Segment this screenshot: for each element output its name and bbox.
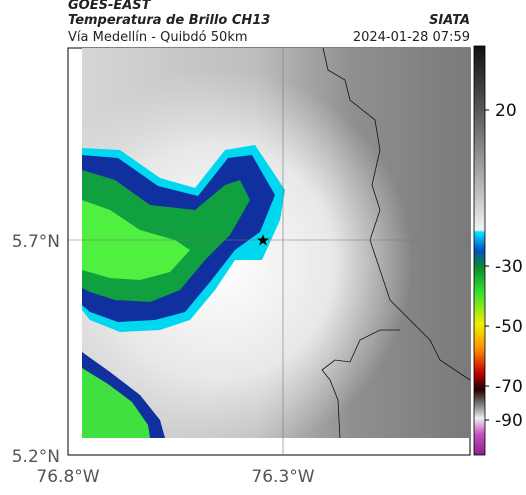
- satellite: GOES-EAST: [68, 0, 152, 13]
- lon-label: 76.3°W: [251, 467, 314, 487]
- colorbar-tick-label: 20: [495, 101, 517, 121]
- region: Vía Medellín - Quibdó 50km: [68, 30, 248, 45]
- colorbar-tick-label: -50: [495, 317, 523, 337]
- product: Temperatura de Brillo CH13: [68, 13, 270, 28]
- colorbar: [473, 45, 486, 456]
- colorbar-tick-label: -30: [495, 257, 523, 277]
- agency: SIATA: [429, 13, 470, 28]
- colorbar-tick-label: -90: [495, 411, 523, 431]
- lat-label: 5.7°N: [12, 232, 60, 252]
- datetime: 2024-01-28 07:59: [353, 30, 470, 45]
- lon-label: 76.8°W: [36, 467, 99, 487]
- map-image: [67, 47, 471, 456]
- colorbar-tick-label: -70: [495, 377, 523, 397]
- lat-label: 5.2°N: [12, 447, 60, 467]
